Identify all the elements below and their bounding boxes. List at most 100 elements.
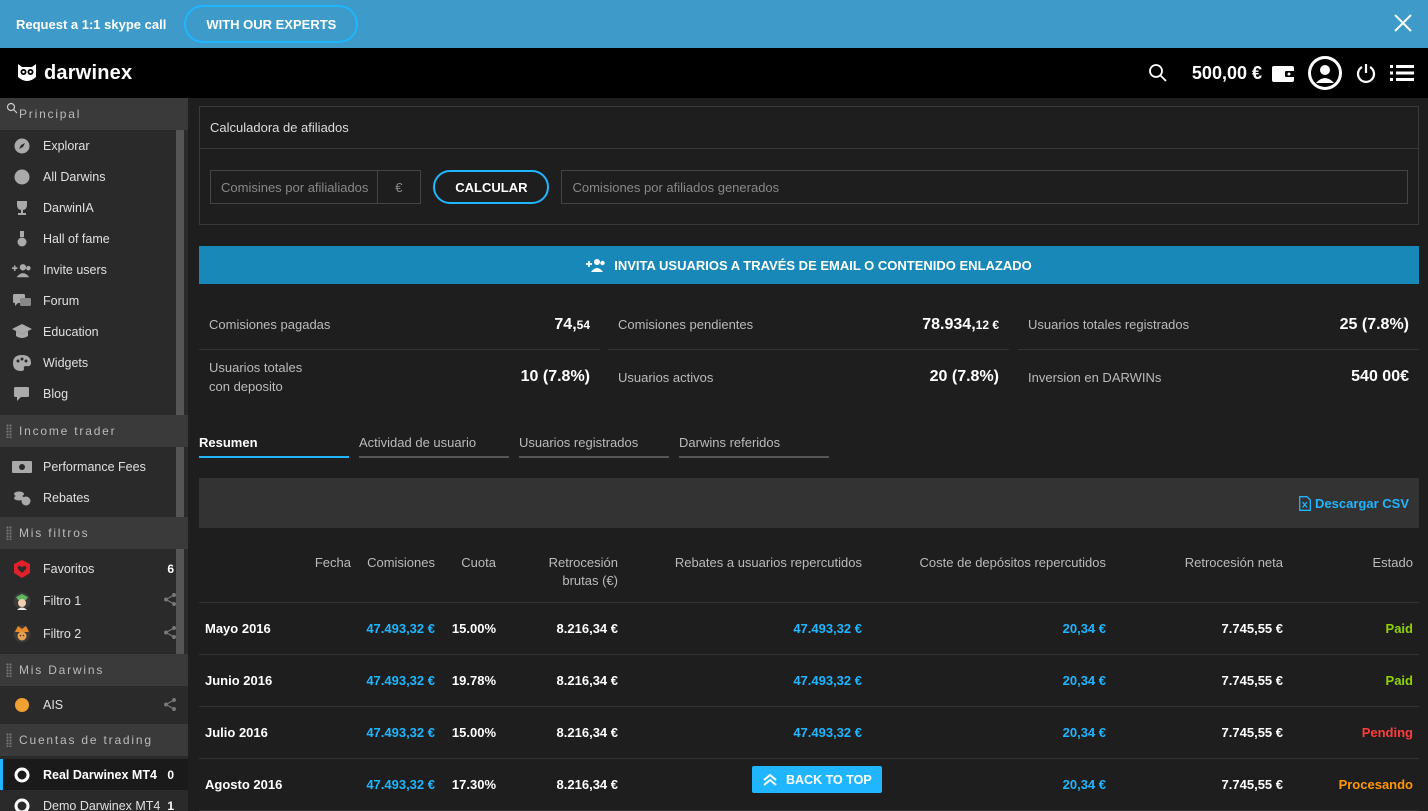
column-header[interactable]: Coste de depósitos repercutidos — [868, 538, 1112, 603]
avatar[interactable] — [1308, 56, 1342, 90]
table-header-row: Fecha Comisiones Cuota Retrocesión bruta… — [199, 538, 1419, 603]
sidebar-item-label: Widgets — [43, 355, 89, 370]
drag-grip-icon[interactable] — [6, 663, 12, 677]
share-icon[interactable] — [164, 698, 176, 711]
column-header[interactable]: Retrocesión neta — [1112, 538, 1289, 603]
sidebar-item-label: Filtro 1 — [43, 593, 82, 608]
search-icon[interactable] — [1148, 63, 1168, 83]
sidebar-item-real-darwinex-mt4[interactable]: Real Darwinex MT4 0 — [0, 759, 188, 790]
sidebar-item-filtro-2[interactable]: Filtro 2 — [0, 617, 188, 650]
compass-icon — [14, 138, 30, 153]
download-csv-link[interactable]: Descargar CSV — [1299, 496, 1409, 511]
close-icon[interactable] — [1392, 12, 1414, 34]
section-mis-filtros: Mis filtros — [0, 517, 188, 549]
sidebar-item-darwinia[interactable]: DarwinIA — [0, 192, 188, 223]
owl-logo-icon — [18, 64, 36, 81]
tab-actividad-de-usuario[interactable]: Actividad de usuario — [359, 428, 509, 458]
sidebar-item-label: Explorar — [43, 138, 90, 153]
power-icon[interactable] — [1356, 63, 1376, 83]
sidebar-item-all-darwins[interactable]: All Darwins — [0, 161, 188, 192]
menu-list-icon[interactable] — [1390, 63, 1414, 83]
sidebar-item-ais[interactable]: AIS — [0, 689, 188, 720]
column-header[interactable]: Rebates a usuarios repercutidos — [624, 538, 868, 603]
stat-usuarios-activos: Usuarios activos 20 (7.8%) — [608, 352, 1009, 402]
result-field[interactable]: Comisiones por afiliados generados — [561, 170, 1408, 204]
sidebar-item-demo-darwinex-mt4[interactable]: Demo Darwinex MT4 1 — [0, 790, 188, 811]
sidebar-item-label: Invite users — [43, 262, 107, 277]
sidebar-item-invite-users[interactable]: Invite users — [0, 254, 188, 285]
section-income-trader: Income trader — [0, 415, 188, 447]
sidebar-item-education[interactable]: Education — [0, 316, 188, 347]
stat-value: 20 (7.8%) — [929, 368, 999, 385]
commission-input[interactable]: Comisines por afilialiados — [210, 170, 378, 204]
sidebar-item-forum[interactable]: Forum — [0, 285, 188, 316]
tab-resumen[interactable]: Resumen — [199, 428, 349, 458]
table-toolbar: Descargar CSV — [199, 478, 1419, 528]
stat-inversion-darwins: Inversion en DARWINs 540 00€ — [1018, 352, 1419, 402]
banner-text: Request a 1:1 skype call — [16, 16, 167, 32]
account-balance: 500,00 € — [1191, 62, 1262, 83]
sidebar-item-blog[interactable]: Blog — [0, 378, 188, 409]
column-header[interactable]: Retrocesión brutas (€) — [502, 538, 624, 603]
coins-icon — [14, 491, 31, 505]
section-title: Cuentas de trading — [19, 733, 153, 747]
drag-grip-icon[interactable] — [6, 733, 12, 747]
affiliate-calculator: Calculadora de afiliados Comisines por a… — [199, 106, 1419, 225]
cell-cuota: 15.00% — [441, 706, 502, 759]
calculate-button[interactable]: CALCULAR — [433, 170, 550, 204]
excel-file-icon — [1299, 495, 1311, 511]
cell-retrocesion-neta: 7.745,55 € — [1112, 654, 1289, 707]
sidebar-item-rebates[interactable]: Rebates — [0, 482, 188, 513]
cell-cuota: 15.00% — [441, 602, 502, 655]
share-icon[interactable] — [164, 593, 176, 606]
avatar-green-icon — [13, 592, 31, 610]
sidebar-scrollbar[interactable] — [176, 104, 184, 664]
drag-grip-icon[interactable] — [6, 526, 12, 540]
section-title: Principal — [19, 107, 82, 121]
search-small-icon[interactable] — [6, 102, 18, 114]
cell-comisiones: 47.493,32 € — [357, 602, 441, 655]
back-to-top-button[interactable]: BACK TO TOP — [752, 766, 882, 793]
cell-retrocesion-neta: 7.745,55 € — [1112, 706, 1289, 759]
sidebar-item-filtro-1[interactable]: Filtro 1 — [0, 584, 188, 617]
logo[interactable]: darwinex — [16, 61, 132, 85]
cell-coste-depositos: 20,34 € — [868, 758, 1112, 811]
stat-label: Inversion en DARWINs — [1028, 369, 1162, 385]
sidebar-item-hall-of-fame[interactable]: Hall of fame — [0, 223, 188, 254]
sidebar-item-label: Hall of fame — [43, 231, 110, 246]
sidebar-item-label: Performance Fees — [43, 459, 146, 474]
sidebar: Principal Explorar All Darwins DarwinIA … — [0, 98, 188, 811]
section-title: Mis Darwins — [19, 663, 105, 677]
heart-badge-icon — [14, 559, 30, 578]
sidebar-item-label: Favoritos — [43, 561, 95, 576]
tab-darwins-referidos[interactable]: Darwins referidos — [679, 428, 829, 458]
sidebar-item-performance-fees[interactable]: Performance Fees — [0, 451, 188, 482]
table-row[interactable]: Mayo 2016 47.493,32 € 15.00% 8.216,34 € … — [199, 602, 1419, 655]
wallet-icon[interactable] — [1272, 64, 1296, 82]
medal-icon — [17, 230, 27, 246]
comment-icon — [14, 386, 29, 401]
sidebar-item-widgets[interactable]: Widgets — [0, 347, 188, 378]
graduation-cap-icon — [12, 323, 32, 338]
cell-cuota: 17.30% — [441, 758, 502, 811]
top-navigation: darwinex 500,00 € — [0, 48, 1428, 98]
table-row[interactable]: Junio 2016 47.493,32 € 19.78% 8.216,34 €… — [199, 654, 1419, 707]
cell-estado: Paid — [1289, 602, 1419, 655]
column-header[interactable]: Fecha — [199, 538, 357, 603]
table-row[interactable]: Julio 2016 47.493,32 € 15.00% 8.216,34 €… — [199, 706, 1419, 759]
tab-usuarios-registrados[interactable]: Usuarios registrados — [519, 428, 669, 458]
favorites-count: 6 — [167, 561, 174, 576]
drag-grip-icon[interactable] — [6, 424, 12, 438]
stat-value: 540 00€ — [1351, 368, 1409, 385]
column-header[interactable]: Cuota — [441, 538, 502, 603]
column-header[interactable]: Comisiones — [357, 538, 441, 603]
invite-users-button[interactable]: INVITA USUARIOS A TRAVÉS DE EMAIL O CONT… — [199, 246, 1419, 284]
column-header[interactable]: Estado — [1289, 538, 1419, 603]
cell-rebates: 47.493,32 € — [624, 602, 868, 655]
sidebar-item-explorar[interactable]: Explorar — [0, 130, 188, 161]
sidebar-item-favoritos[interactable]: Favoritos 6 — [0, 553, 188, 584]
experts-button[interactable]: WITH OUR EXPERTS — [184, 5, 359, 43]
sidebar-item-label: Forum — [43, 293, 80, 308]
share-icon[interactable] — [164, 626, 176, 639]
sidebar-item-label: Real Darwinex MT4 — [43, 767, 157, 782]
